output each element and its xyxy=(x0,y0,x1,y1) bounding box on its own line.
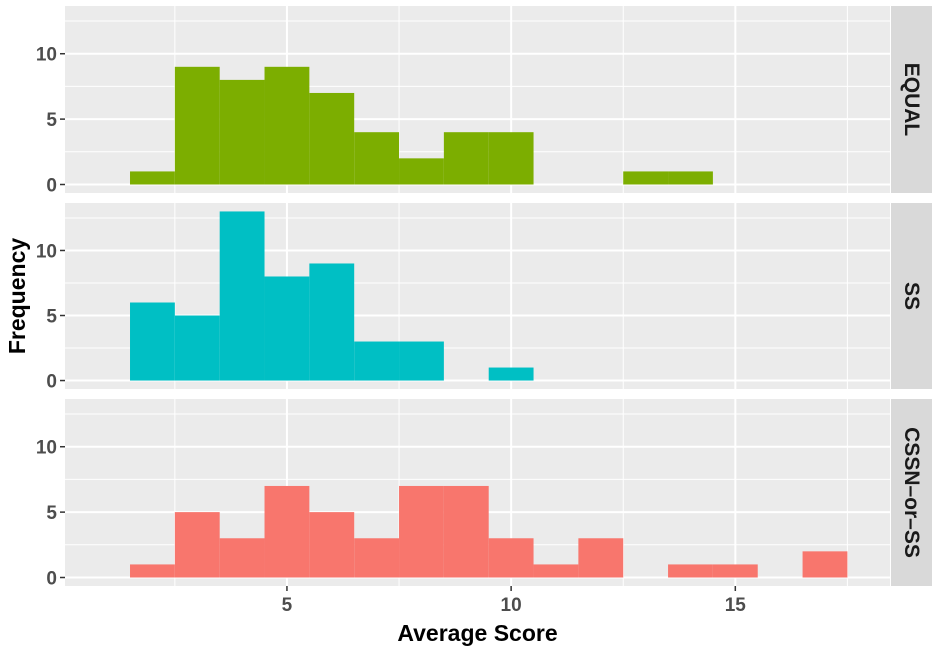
histogram-bar-ss-8 xyxy=(488,367,534,381)
facet-label-equal: EQUAL xyxy=(900,63,923,137)
facet-label-ss: SS xyxy=(900,282,923,310)
histogram-bar-ss-1 xyxy=(174,315,220,381)
histogram-bar-cssn-or-ss-3 xyxy=(264,485,310,578)
histogram-bar-equal-1 xyxy=(174,66,220,185)
histogram-bar-equal-12 xyxy=(668,171,713,185)
histogram-bar-cssn-or-ss-5 xyxy=(354,538,400,578)
facet-strip-ss xyxy=(891,203,932,389)
histogram-bar-ss-6 xyxy=(399,341,444,381)
y-axis-title: Frequency xyxy=(4,238,30,355)
histogram-bar-equal-7 xyxy=(443,132,489,185)
histogram-bar-cssn-or-ss-8 xyxy=(488,538,534,578)
histogram-bar-equal-6 xyxy=(399,158,444,185)
histogram-bar-ss-4 xyxy=(309,263,355,381)
histogram-bar-cssn-or-ss-4 xyxy=(309,512,355,578)
histogram-bar-equal-8 xyxy=(488,132,534,185)
y-tick-label: 0 xyxy=(46,569,57,590)
histogram-bar-equal-3 xyxy=(264,66,310,185)
histogram-bar-cssn-or-ss-2 xyxy=(219,538,265,578)
y-tick-label: 10 xyxy=(36,438,57,459)
y-tick-label: 0 xyxy=(46,176,57,197)
histogram-bar-cssn-or-ss-13 xyxy=(712,564,758,578)
y-tick-label: 5 xyxy=(46,307,57,328)
histogram-bar-cssn-or-ss-0 xyxy=(130,564,175,578)
histogram-bar-ss-2 xyxy=(219,211,265,381)
histogram-bar-equal-2 xyxy=(219,79,265,185)
histogram-bar-cssn-or-ss-10 xyxy=(578,538,624,578)
histogram-bar-cssn-or-ss-6 xyxy=(399,485,444,578)
x-tick-label: 5 xyxy=(282,595,293,616)
y-tick-label: 10 xyxy=(36,241,57,262)
histogram-bar-equal-5 xyxy=(354,132,400,185)
histogram-bar-equal-4 xyxy=(309,92,355,185)
facet-label-cssn-or-ss: CSSN–or–SS xyxy=(900,427,923,558)
histogram-bar-cssn-or-ss-9 xyxy=(533,564,579,578)
y-tick-label: 10 xyxy=(36,45,57,66)
histogram-bar-equal-0 xyxy=(130,171,175,185)
facet-strip-equal xyxy=(891,6,932,193)
histogram-bar-cssn-or-ss-15 xyxy=(802,551,848,578)
facet-strip-cssn-or-ss xyxy=(891,399,932,586)
y-tick-label: 5 xyxy=(46,503,57,524)
x-tick-label: 15 xyxy=(725,595,747,616)
histogram-bar-ss-5 xyxy=(354,341,400,381)
y-tick-label: 0 xyxy=(46,372,57,393)
x-tick-label: 10 xyxy=(501,595,522,616)
y-tick-label: 5 xyxy=(46,110,57,131)
histogram-bar-cssn-or-ss-1 xyxy=(174,512,220,578)
x-axis-title: Average Score xyxy=(397,620,557,646)
histogram-bar-ss-0 xyxy=(130,302,175,381)
histogram-bar-ss-3 xyxy=(264,276,310,381)
histogram-bar-equal-11 xyxy=(623,171,669,185)
histogram-bar-cssn-or-ss-7 xyxy=(443,485,489,578)
histogram-bar-cssn-or-ss-12 xyxy=(668,564,713,578)
